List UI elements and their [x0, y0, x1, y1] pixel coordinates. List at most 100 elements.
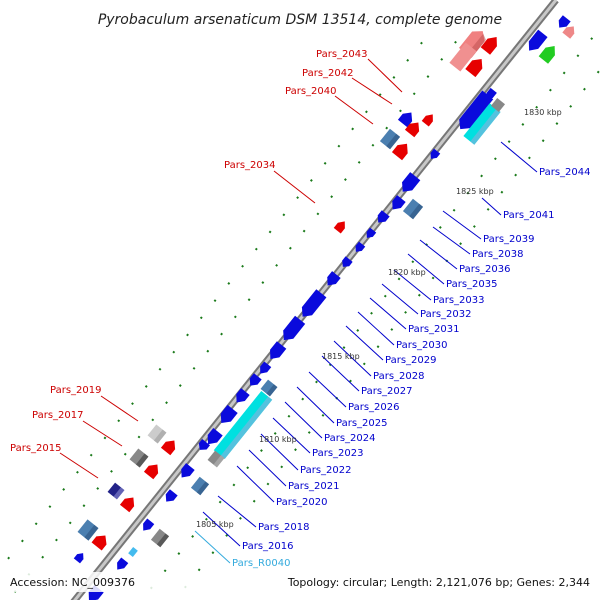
gene-feature[interactable]	[279, 315, 306, 344]
gene-feature[interactable]	[216, 404, 238, 427]
gene-label-pars-2035[interactable]: Pars_2035	[446, 279, 497, 290]
gene-label-pars-2015[interactable]: Pars_2015	[10, 443, 61, 454]
gene-feature[interactable]	[73, 551, 86, 564]
gene-feature[interactable]	[421, 112, 437, 127]
gene-label-pars-r0040[interactable]: Pars_R0040	[232, 558, 290, 569]
gene-feature[interactable]	[91, 531, 111, 551]
gene-feature[interactable]	[388, 195, 406, 213]
gene-feature[interactable]	[114, 557, 129, 573]
gene-feature[interactable]	[107, 482, 125, 500]
gene-feature[interactable]	[213, 390, 273, 460]
gene-feature[interactable]	[428, 148, 441, 162]
gene-label-pars-2028[interactable]: Pars_2028	[373, 371, 424, 382]
gene-feature[interactable]	[257, 361, 272, 377]
gene-label-pars-2036[interactable]: Pars_2036	[459, 264, 510, 275]
gene-feature[interactable]	[339, 256, 353, 269]
gene-label-pars-2021[interactable]: Pars_2021	[288, 481, 339, 492]
scale-tick	[172, 350, 176, 354]
gene-feature[interactable]	[147, 424, 167, 444]
scale-tick	[82, 504, 86, 508]
gene-feature[interactable]	[119, 494, 138, 513]
scale-tick	[280, 465, 284, 469]
gene-feature[interactable]	[374, 210, 390, 226]
gene-feature[interactable]	[207, 450, 225, 468]
gene-label-pars-2027[interactable]: Pars_2027	[361, 386, 412, 397]
scale-tick	[131, 402, 134, 406]
gene-feature[interactable]	[379, 128, 401, 150]
gene-feature[interactable]	[77, 519, 99, 541]
gene-feature[interactable]	[480, 33, 502, 55]
gene-feature[interactable]	[455, 90, 494, 133]
gene-label-pars-2044[interactable]: Pars_2044	[539, 167, 590, 178]
gene-feature[interactable]	[364, 227, 377, 241]
gene-feature[interactable]	[353, 241, 366, 255]
gene-feature[interactable]	[562, 23, 577, 39]
gene-feature[interactable]	[402, 198, 424, 220]
gene-label-pars-2022[interactable]: Pars_2022	[300, 465, 351, 476]
scale-tick	[178, 384, 182, 387]
gene-feature[interactable]	[538, 42, 560, 64]
gene-feature[interactable]	[397, 109, 416, 128]
gene-feature[interactable]	[483, 87, 497, 102]
gene-feature[interactable]	[246, 373, 262, 389]
gene-label-pars-2030[interactable]: Pars_2030	[396, 340, 447, 351]
gene-feature[interactable]	[298, 289, 327, 321]
gene-label-pars-2043[interactable]: Pars_2043	[316, 49, 367, 60]
scale-tick	[62, 488, 66, 491]
gene-feature[interactable]	[463, 103, 501, 145]
gene-feature[interactable]	[333, 219, 349, 234]
connector-line	[296, 386, 335, 424]
scale-tick	[220, 332, 223, 336]
gene-feature[interactable]	[555, 15, 571, 31]
gene-label-pars-2029[interactable]: Pars_2029	[385, 355, 436, 366]
position-label-1825: 1825 kbp	[456, 187, 494, 196]
gene-feature[interactable]	[203, 428, 223, 448]
gene-label-pars-2019[interactable]: Pars_2019	[50, 385, 101, 396]
gene-feature[interactable]	[465, 55, 486, 78]
gene-feature[interactable]	[449, 42, 477, 72]
gene-label-pars-2016[interactable]: Pars_2016	[242, 541, 293, 552]
gene-feature[interactable]	[143, 461, 162, 480]
scale-tick	[76, 470, 79, 474]
gene-label-pars-2018[interactable]: Pars_2018	[258, 522, 309, 533]
gene-feature[interactable]	[524, 29, 548, 55]
gene-label-pars-2026[interactable]: Pars_2026	[348, 402, 399, 413]
gene-feature[interactable]	[160, 437, 179, 456]
gene-feature[interactable]	[190, 476, 210, 496]
gene-feature[interactable]	[162, 489, 178, 505]
gene-label-pars-2031[interactable]: Pars_2031	[408, 324, 459, 335]
gene-feature[interactable]	[323, 271, 341, 289]
gene-feature[interactable]	[150, 528, 170, 548]
gene-label-pars-2017[interactable]: Pars_2017	[32, 410, 83, 421]
gene-feature[interactable]	[129, 448, 149, 468]
gene-label-pars-2033[interactable]: Pars_2033	[433, 295, 484, 306]
scale-tick	[440, 57, 444, 61]
gene-feature[interactable]	[177, 463, 195, 481]
gene-feature[interactable]	[398, 172, 421, 196]
gene-feature[interactable]	[391, 140, 412, 161]
gene-feature[interactable]	[128, 547, 138, 557]
gene-label-pars-2041[interactable]: Pars_2041	[503, 210, 554, 221]
gene-feature[interactable]	[260, 379, 278, 397]
gene-label-pars-2024[interactable]: Pars_2024	[324, 433, 375, 444]
gene-feature[interactable]	[196, 438, 211, 453]
gene-label-pars-2025[interactable]: Pars_2025	[336, 418, 387, 429]
gene-label-pars-2023[interactable]: Pars_2023	[312, 448, 363, 459]
connector-line	[500, 141, 538, 173]
gene-feature[interactable]	[232, 388, 250, 406]
gene-label-pars-2042[interactable]: Pars_2042	[302, 68, 353, 79]
gene-label-pars-2039[interactable]: Pars_2039	[483, 234, 534, 245]
gene-feature[interactable]	[404, 119, 423, 138]
gene-label-pars-2032[interactable]: Pars_2032	[420, 309, 471, 320]
scale-tick	[204, 517, 208, 521]
gene-feature[interactable]	[266, 341, 287, 363]
gene-feature[interactable]	[490, 97, 506, 113]
scale-tick	[411, 260, 415, 264]
scale-tick	[480, 174, 484, 178]
scale-tick	[576, 54, 580, 58]
gene-label-pars-2034[interactable]: Pars_2034	[224, 160, 275, 171]
gene-label-pars-2038[interactable]: Pars_2038	[472, 249, 523, 260]
gene-feature[interactable]	[140, 518, 155, 534]
gene-label-pars-2040[interactable]: Pars_2040	[285, 86, 336, 97]
gene-label-pars-2020[interactable]: Pars_2020	[276, 497, 327, 508]
